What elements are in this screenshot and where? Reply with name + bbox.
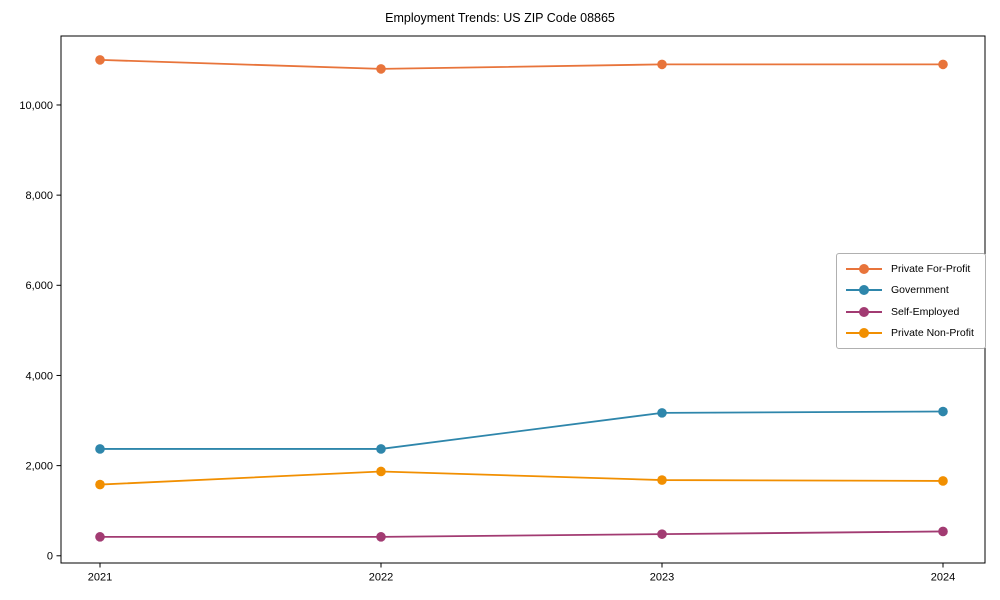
series-marker-self-employed [95, 532, 105, 542]
x-axis-tick-label: 2022 [369, 572, 393, 584]
series-marker-private-for-profit [938, 59, 948, 70]
legend-label: Government [891, 284, 949, 297]
legend-line-marker-icon [846, 327, 882, 339]
series-marker-self-employed [376, 532, 386, 542]
y-axis-tick-label: 4,000 [25, 370, 53, 382]
legend-item: Government [846, 280, 974, 302]
legend-item: Private Non-Profit [846, 323, 974, 345]
series-marker-private-non-profit [657, 475, 667, 485]
legend-line-marker-icon [846, 284, 882, 296]
chart-title: Employment Trends: US ZIP Code 08865 [385, 11, 615, 25]
series-marker-government [95, 444, 105, 454]
series-line-private-non-profit [99, 470, 944, 486]
series-line-private-for-profit [99, 58, 944, 70]
x-axis-tick-label: 2021 [88, 572, 112, 584]
series-marker-private-non-profit [95, 479, 105, 490]
series-marker-government [657, 408, 667, 418]
series-line-government [99, 410, 944, 450]
series-marker-private-non-profit [938, 476, 948, 486]
legend-line-marker-icon [846, 306, 882, 318]
legend-label: Private Non-Profit [891, 327, 974, 340]
series-marker-private-for-profit [95, 55, 105, 65]
series-marker-government [938, 406, 948, 417]
legend: Private For-Profit Government Self-Emplo… [836, 253, 986, 349]
legend-line-marker-icon [846, 263, 882, 275]
legend-item: Private For-Profit [846, 258, 974, 280]
series-line-self-employed [99, 530, 944, 538]
legend-item: Self-Employed [846, 301, 974, 323]
y-axis-tick-label: 10,000 [19, 100, 53, 112]
x-axis-tick-label: 2024 [931, 572, 955, 584]
series-marker-self-employed [657, 529, 667, 539]
legend-label: Private For-Profit [891, 262, 971, 275]
series-marker-government [376, 444, 386, 454]
y-axis-tick-label: 0 [47, 551, 53, 563]
x-axis-tick-label: 2023 [650, 572, 674, 584]
series-marker-self-employed [938, 526, 948, 537]
series-marker-private-for-profit [657, 59, 667, 70]
legend-label: Self-Employed [891, 305, 960, 318]
series-marker-private-non-profit [376, 466, 386, 477]
y-axis-tick-label: 8,000 [25, 190, 53, 202]
series-marker-private-for-profit [376, 64, 386, 74]
y-axis-tick-label: 6,000 [25, 280, 53, 292]
y-axis-tick-label: 2,000 [25, 460, 53, 472]
